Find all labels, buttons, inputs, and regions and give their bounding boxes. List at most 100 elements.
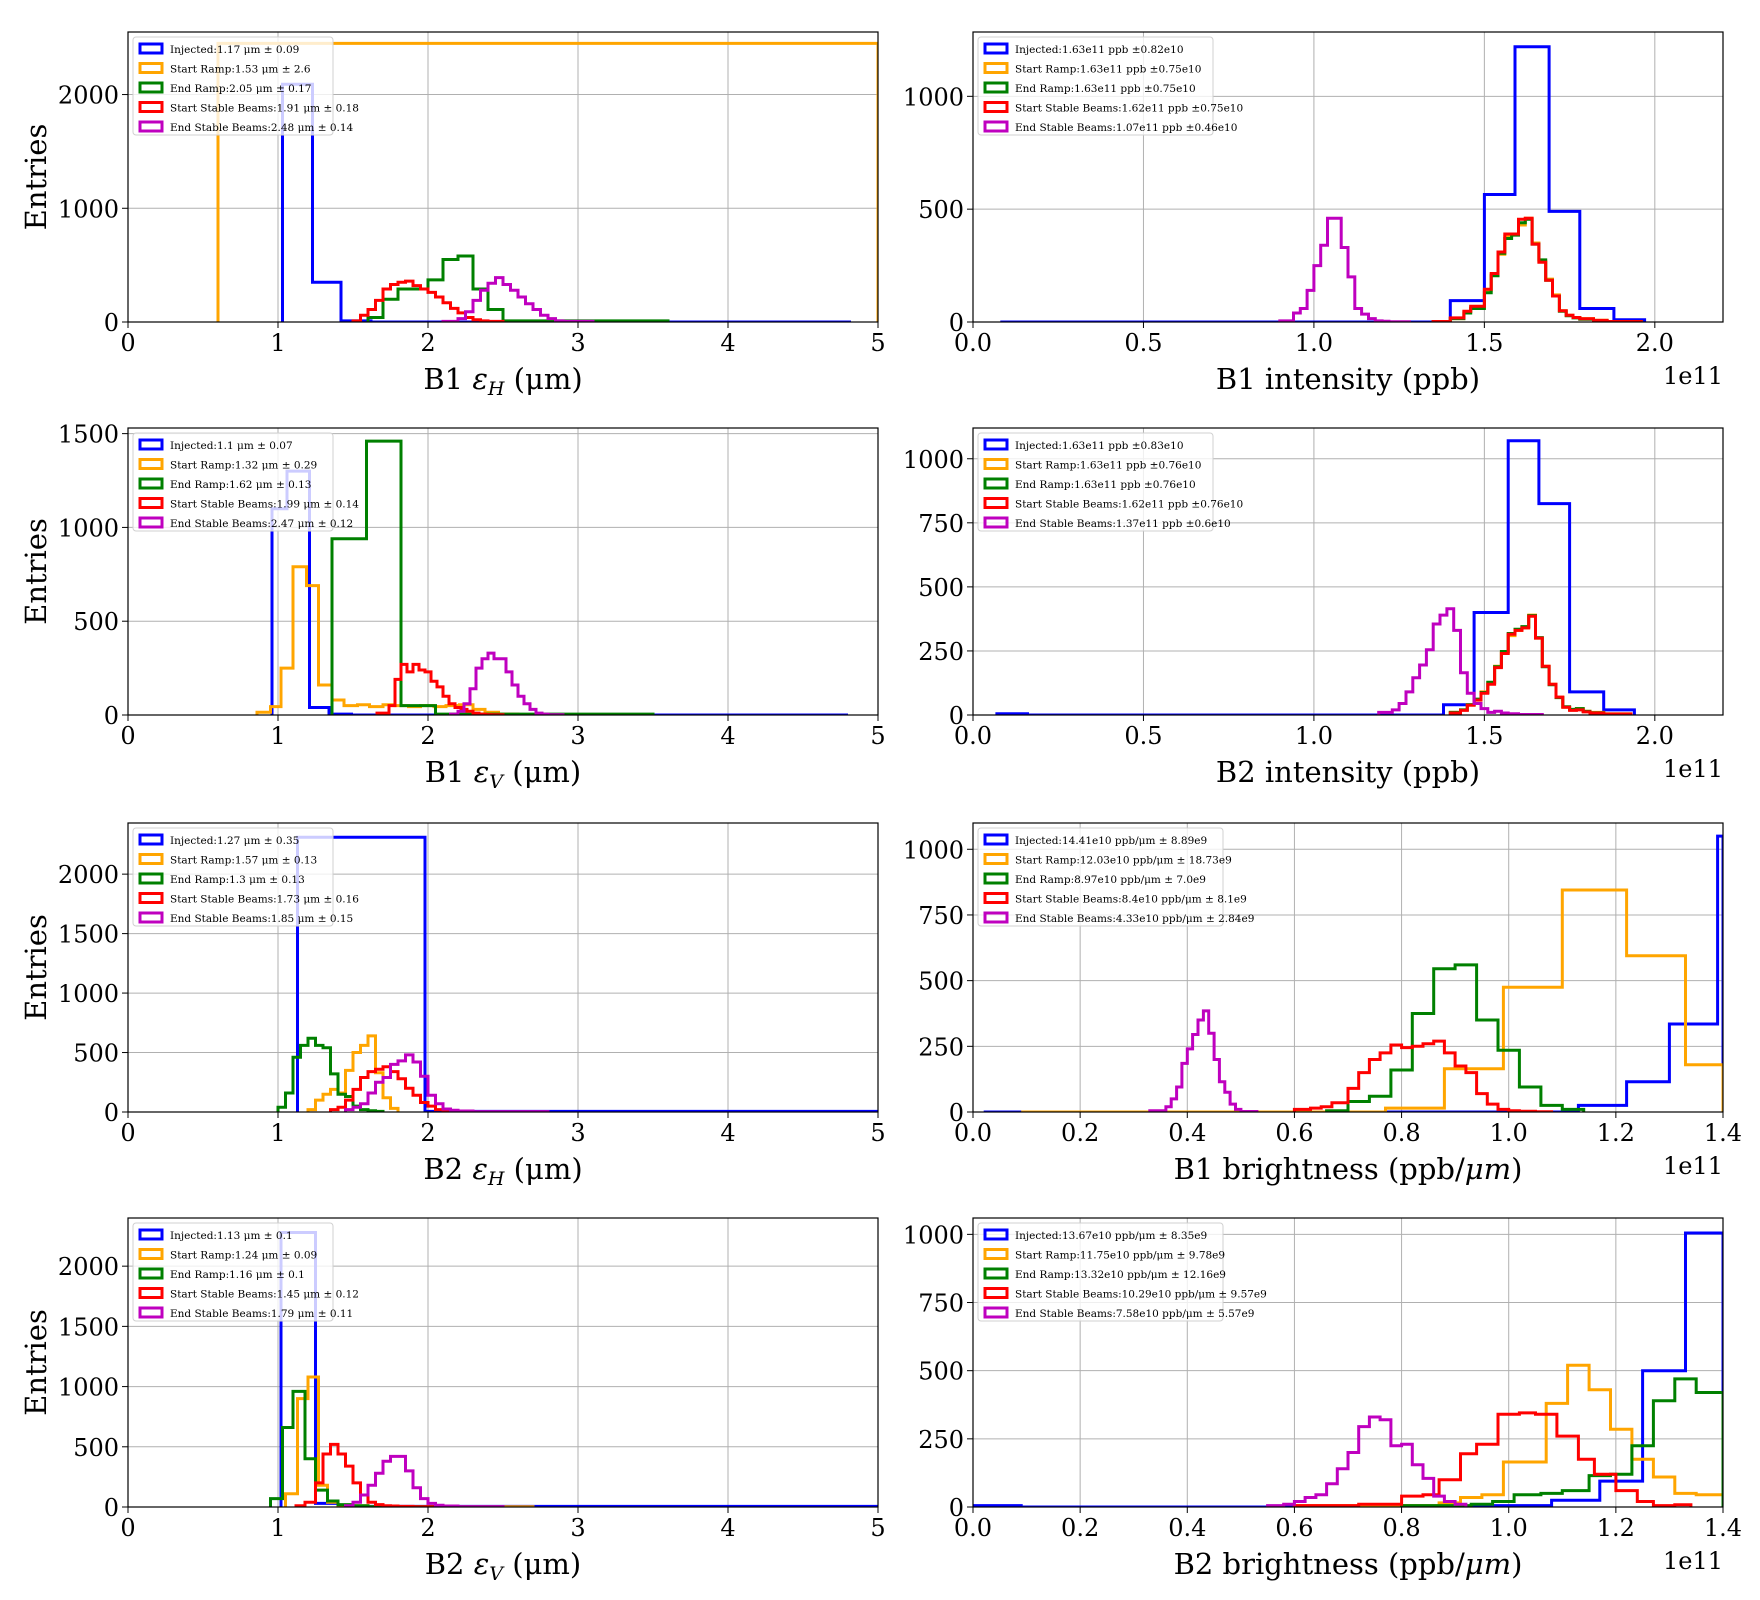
legend-box (132, 1222, 334, 1322)
legend-swatch-icon (138, 1287, 164, 1299)
legend-box (132, 36, 334, 136)
legend-swatch-icon (983, 1287, 1009, 1299)
legend-swatch-icon (138, 42, 164, 55)
x-tick-label: 1.0 (1490, 1119, 1528, 1147)
y-tick-label: 1000 (903, 836, 964, 864)
x-tick-label: 0 (120, 329, 135, 357)
chart-panel-4: 0.0 0.5 1.0 1.5 2.0 0 250 500 750 1000 B2 intensit… (903, 427, 1724, 789)
series-start-ramp (284, 1375, 535, 1507)
x-offset-label: 1e11 (1663, 755, 1723, 783)
x-tick-label: 0.8 (1382, 1119, 1420, 1147)
legend-box (977, 827, 1224, 927)
x-tick-label: 0 (120, 1514, 135, 1542)
series-end-stable-beams (1377, 607, 1544, 715)
y-tick-label: 250 (918, 1033, 964, 1061)
x-tick-label: 4 (720, 329, 735, 357)
x-tick-label: 4 (720, 722, 735, 750)
x-tick-label: 4 (720, 1119, 735, 1147)
chart-panel-5: 0 1 2 3 4 5 0 500 1000 1500 2000 B2 εH (μm) Entries I… (19, 822, 886, 1190)
series-injected (281, 82, 851, 322)
legend-entry: End Ramp:1.63e11 ppb ±0.75e10 (1015, 83, 1196, 95)
legend-swatch-icon (138, 1306, 164, 1319)
series-group (973, 1231, 1723, 1507)
axes-frame (972, 1217, 1724, 1508)
legend-swatch-icon (138, 458, 164, 470)
y-tick-label: 2000 (58, 1253, 119, 1281)
legend-swatch-icon (983, 101, 1009, 113)
legend-entry: End Ramp:13.32e10 ppb/μm ± 12.16e9 (1015, 1269, 1226, 1281)
legend-entry: Start Ramp:1.63e11 ppb ±0.76e10 (1015, 460, 1201, 472)
x-tick-label: 0.2 (1061, 1119, 1099, 1147)
axes-frame (972, 427, 1724, 716)
legend: Injected:1.17 μm ± 0.09 Start Ramp:1.53 μ… (132, 36, 359, 136)
series-end-ramp (1400, 1377, 1723, 1507)
series-end-ramp (366, 254, 670, 322)
series-end-ramp (276, 1036, 385, 1112)
legend-entry: Start Ramp:11.75e10 ppb/μm ± 9.78e9 (1015, 1250, 1225, 1262)
legend-swatch-icon (138, 1248, 164, 1260)
series-start-stable-beams (351, 279, 505, 322)
axes-frame (127, 427, 879, 716)
y-axis-label: Entries (19, 518, 53, 625)
series-end-stable-beams (344, 1053, 550, 1112)
x-offset-label: 1e11 (1663, 362, 1723, 390)
legend-swatch-icon (983, 62, 1009, 74)
legend-entry: Start Stable Beams:1.62e11 ppb ±0.75e10 (1015, 103, 1243, 115)
x-tick-label: 1.0 (1490, 1514, 1528, 1542)
y-tick-label: 1000 (58, 195, 119, 223)
x-tick-label: 1.2 (1597, 1119, 1635, 1147)
legend-entry: Start Stable Beams:1.62e11 ppb ±0.76e10 (1015, 499, 1243, 511)
x-tick-label: 1.5 (1465, 722, 1503, 750)
series-end-ramp (269, 1389, 505, 1507)
series-start-ramp (306, 1034, 400, 1112)
legend-swatch-icon (983, 42, 1009, 55)
legend-entry: Start Ramp:12.03e10 ppb/μm ± 18.73e9 (1015, 855, 1232, 867)
y-tick-label: 500 (73, 1040, 119, 1068)
series-start-ramp (255, 565, 520, 715)
x-axis-label: B2 εV (μm) (425, 1547, 581, 1585)
legend-entry: Start Stable Beams:1.45 μm ± 0.12 (170, 1289, 359, 1301)
x-tick-label: 1 (270, 1514, 285, 1542)
series-end-stable-beams (1148, 1009, 1259, 1112)
y-tick-label: 1000 (903, 446, 964, 474)
y-tick-label: 1500 (58, 921, 119, 949)
chart-panel-7: 0 1 2 3 4 5 0 500 1000 1500 2000 B2 εV (μm) Entries I… (19, 1217, 886, 1585)
legend-entry: End Ramp:8.97e10 ppb/μm ± 7.0e9 (1015, 874, 1206, 886)
legend-swatch-icon (138, 438, 164, 451)
y-tick-label: 500 (918, 574, 964, 602)
axes-frame (972, 822, 1724, 1113)
series-injected (1000, 45, 1647, 322)
series-end-stable-beams (449, 651, 565, 715)
legend-entry: Start Stable Beams:1.91 μm ± 0.18 (170, 103, 359, 115)
series-start-stable-beams (1292, 1039, 1554, 1112)
x-tick-label: 0.0 (954, 329, 992, 357)
legend-entry: Start Ramp:1.57 μm ± 0.13 (170, 855, 317, 867)
x-tick-label: 5 (870, 329, 885, 357)
chart-panel-3: 0 1 2 3 4 5 0 500 1000 1500 B1 εV (μm) Entries Injec… (19, 421, 886, 793)
y-tick-label: 500 (918, 968, 964, 996)
legend-entry: Start Stable Beams:8.4e10 ppb/μm ± 8.1e9 (1015, 894, 1247, 906)
legend: Injected:1.63e11 ppb ±0.83e10 Start Ramp:… (977, 432, 1243, 532)
legend-entry: Start Stable Beams:1.99 μm ± 0.14 (170, 499, 359, 511)
legend-swatch-icon (138, 477, 164, 490)
y-tick-label: 1000 (58, 1374, 119, 1402)
series-end-ramp (1431, 217, 1643, 322)
legend-entry: Injected:1.13 μm ± 0.1 (170, 1230, 293, 1242)
x-tick-label: 0 (120, 722, 135, 750)
y-tick-label: 500 (73, 608, 119, 636)
y-tick-label: 2000 (58, 861, 119, 889)
legend: Injected:14.41e10 ppb/μm ± 8.89e9 Start R… (977, 827, 1254, 927)
x-axis-label: B1 εV (μm) (425, 755, 581, 793)
y-tick-label: 1000 (58, 514, 119, 542)
y-tick-label: 1000 (903, 1221, 964, 1249)
series-end-ramp (1325, 963, 1586, 1112)
legend-swatch-icon (138, 62, 164, 74)
legend-entry: End Ramp:1.16 μm ± 0.1 (170, 1269, 305, 1281)
series-injected (296, 835, 878, 1112)
series-start-ramp (1292, 1363, 1723, 1507)
series-start-ramp (216, 41, 878, 322)
y-axis-label: Entries (19, 124, 53, 231)
legend-swatch-icon (983, 892, 1009, 904)
series-start-stable-beams (1292, 1411, 1693, 1507)
